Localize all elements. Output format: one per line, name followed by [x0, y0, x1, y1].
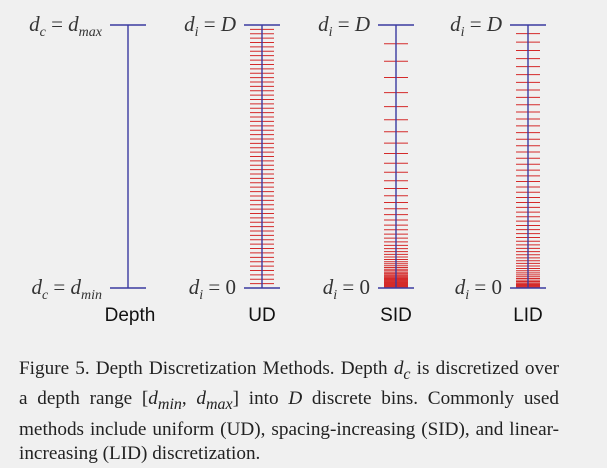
column-ud: di = D di = 0 UD — [184, 12, 280, 326]
ud-bottom-label: di = 0 — [189, 275, 236, 303]
caption-text-1: Figure 5. Depth Discretization Methods. … — [19, 358, 394, 379]
caption-text-3: into — [239, 388, 289, 410]
caption-text-2: is discretized over a depth range — [19, 358, 559, 410]
lid-column-name: LID — [513, 305, 543, 326]
ud-column-name: UD — [248, 305, 275, 326]
depth-column-name: Depth — [105, 305, 156, 326]
figure-caption: Figure 5. Depth Discretization Methods. … — [19, 357, 559, 467]
sid-bottom-label: di = 0 — [323, 275, 370, 303]
depth-top-label: dc = dmax — [29, 12, 103, 40]
caption-math-range: [dmin, dmax] — [141, 388, 240, 414]
column-lid: di = D di = 0 LID — [450, 12, 546, 326]
caption-math-D: D — [288, 388, 303, 410]
ud-top-label: di = D — [184, 12, 236, 40]
caption-math-dc: dc — [393, 358, 411, 383]
sid-top-label: di = D — [318, 12, 370, 40]
sid-column-name: SID — [380, 305, 412, 326]
column-sid: di = D di = 0 SID — [318, 12, 414, 326]
lid-bottom-label: di = 0 — [455, 275, 502, 303]
lid-top-label: di = D — [450, 12, 502, 40]
depth-bottom-label: dc = dmin — [31, 275, 102, 303]
caption-text-4: discrete bins. Commonly used methods inc… — [19, 388, 560, 465]
